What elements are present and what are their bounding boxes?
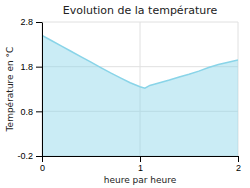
y-tick-label: -0.2 xyxy=(17,151,33,161)
x-tick-label: 1 xyxy=(138,163,143,173)
x-tick-mark xyxy=(140,156,141,162)
y-tick: -0.2 xyxy=(17,151,42,161)
area xyxy=(42,35,238,156)
y-axis-line xyxy=(42,23,43,157)
y-tick-label: 2.8 xyxy=(20,17,33,27)
y-tick-label: 1.8 xyxy=(20,62,33,72)
x-axis-title: heure par heure xyxy=(104,175,177,185)
grid-line-y xyxy=(42,22,238,23)
y-tick-mark xyxy=(36,22,42,23)
line xyxy=(42,35,238,88)
x-tick-mark xyxy=(42,156,43,162)
y-axis: -0.2 0.8 1.8 2.8 xyxy=(17,17,42,161)
grid-line-x xyxy=(42,22,43,156)
y-tick: 2.8 xyxy=(20,17,42,27)
y-tick-mark xyxy=(36,67,42,68)
x-tick-label: 0 xyxy=(40,163,45,173)
grid xyxy=(42,22,238,156)
title: Evolution de la température xyxy=(63,4,218,17)
x-tick-label: 2 xyxy=(236,163,241,173)
plot-area: 0 1 2 -0.2 0.8 1.8 2.8 xyxy=(17,17,241,173)
x-tick: 2 xyxy=(236,156,241,173)
y-tick: 1.8 xyxy=(20,62,42,72)
x-tick: 0 xyxy=(40,156,45,173)
y-axis-title: Température en °C xyxy=(5,47,15,133)
y-tick: 0.8 xyxy=(20,107,42,117)
x-tick: 1 xyxy=(138,156,143,173)
y-tick-label: 0.8 xyxy=(20,107,33,117)
y-tick-mark xyxy=(36,111,42,112)
y-tick-mark xyxy=(36,156,42,157)
x-tick-mark xyxy=(238,156,239,162)
chart: 0 1 2 -0.2 0.8 1.8 2.8 Evolution de la températ… xyxy=(0,0,250,188)
marks xyxy=(42,35,238,156)
x-axis: 0 1 2 xyxy=(40,156,241,173)
